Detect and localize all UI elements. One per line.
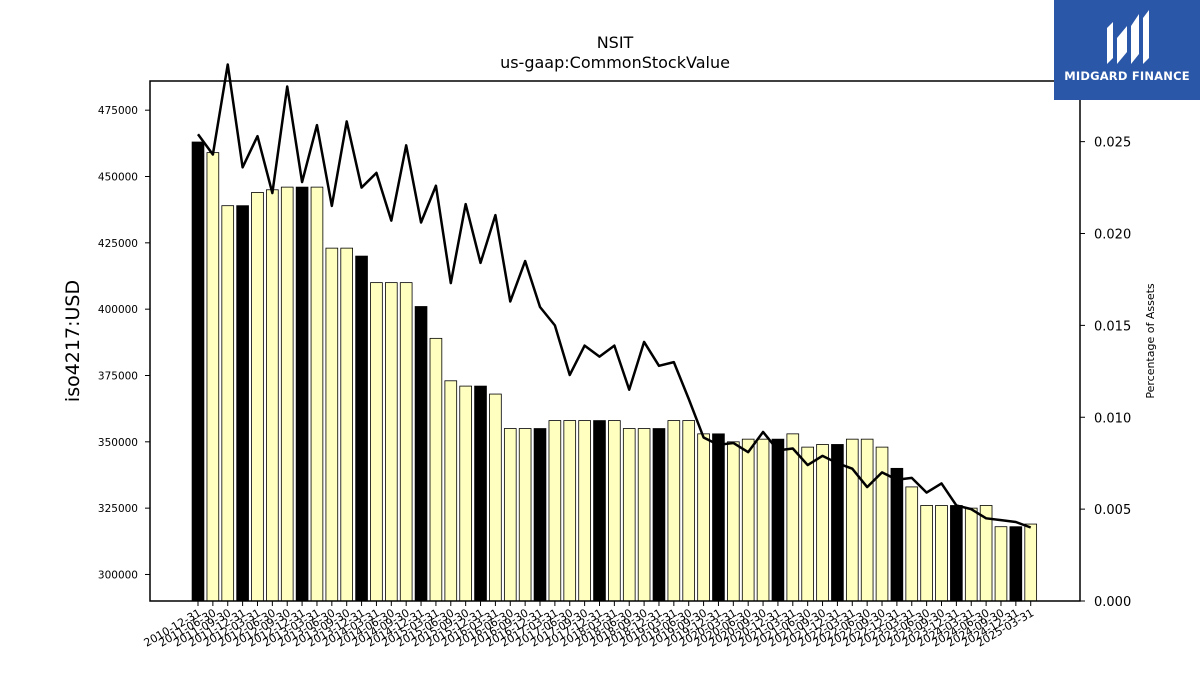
line-series	[196, 63, 1032, 529]
bar	[667, 420, 681, 602]
bar	[251, 192, 264, 602]
bar	[831, 444, 844, 602]
bar	[489, 393, 502, 602]
bar	[593, 420, 606, 602]
bar	[905, 486, 919, 602]
bar	[637, 428, 651, 602]
bar	[875, 446, 889, 602]
bar	[756, 438, 770, 602]
y-axis-label: iso4217:USD	[62, 280, 84, 402]
pct-of-assets-line	[196, 63, 1032, 529]
logo-text: MIDGARD FINANCE	[1064, 69, 1190, 83]
bar	[355, 255, 368, 602]
right-axis-label: Percentage of Assets	[1144, 283, 1157, 399]
bar	[950, 505, 963, 602]
bar	[533, 428, 547, 602]
bar	[191, 141, 205, 602]
right-tick-label: 0.000	[1094, 595, 1131, 610]
bar	[474, 385, 487, 602]
chart-subtitle: us-gaap:CommonStockValue	[500, 53, 730, 72]
bar	[1024, 523, 1038, 602]
bar	[1009, 526, 1023, 602]
bar	[280, 186, 294, 602]
bar	[845, 438, 859, 602]
midgard-finance-logo: MIDGARD FINANCE	[1054, 0, 1200, 100]
bar	[608, 420, 621, 602]
bar	[370, 282, 383, 602]
bar-series	[191, 141, 1038, 602]
bar	[266, 189, 279, 602]
right-tick-label: 0.015	[1094, 319, 1131, 334]
bar	[503, 428, 517, 602]
bar	[310, 186, 324, 602]
bar	[429, 337, 443, 602]
right-axis: 0.000 0.005 0.010 0.015 0.020 0.025	[1080, 136, 1131, 610]
bar	[712, 433, 725, 602]
bar	[920, 505, 933, 602]
x-axis: 2010-12-312011-06-302011-09-302011-12-31…	[142, 601, 1036, 650]
bar	[741, 438, 755, 602]
left-tick-label: 300000	[98, 569, 138, 581]
bar	[548, 420, 562, 602]
right-tick-label: 0.020	[1094, 228, 1131, 243]
left-tick-label: 400000	[98, 304, 138, 316]
left-tick-label: 475000	[98, 105, 138, 117]
bar	[697, 433, 710, 602]
bar	[295, 186, 309, 602]
bar	[385, 282, 398, 602]
bar	[682, 420, 696, 602]
right-tick-label: 0.010	[1094, 411, 1131, 426]
logo-mark-icon	[1107, 10, 1149, 64]
bar	[518, 428, 532, 602]
right-tick-label: 0.025	[1094, 136, 1131, 151]
bar	[414, 306, 428, 602]
bar	[816, 444, 829, 602]
plot-frame	[149, 80, 1081, 602]
chart-title: NSIT	[597, 33, 634, 52]
bar	[727, 441, 740, 602]
bar	[206, 152, 220, 602]
left-tick-label: 375000	[98, 370, 138, 382]
bar	[801, 446, 814, 602]
left-tick-label: 450000	[98, 172, 138, 184]
bar	[890, 467, 904, 602]
bar	[444, 380, 458, 602]
bar	[578, 420, 591, 602]
bar	[652, 428, 666, 602]
bar	[236, 205, 249, 602]
bar	[459, 385, 472, 602]
bar	[325, 247, 339, 602]
left-tick-label: 425000	[98, 238, 138, 250]
bar	[771, 438, 785, 602]
bar	[994, 526, 1008, 602]
bar	[622, 428, 636, 602]
bar	[399, 282, 413, 602]
bar	[786, 433, 800, 602]
bar	[935, 505, 948, 602]
left-tick-label: 350000	[98, 437, 138, 449]
right-tick-label: 0.005	[1094, 503, 1131, 518]
left-tick-label: 325000	[98, 503, 138, 515]
bar	[964, 507, 978, 602]
bar	[563, 420, 577, 602]
bar	[340, 247, 353, 602]
left-axis: 300000 325000 350000 375000 400000 425000 4500…	[98, 105, 150, 581]
bar	[221, 205, 235, 602]
bar	[860, 438, 874, 602]
